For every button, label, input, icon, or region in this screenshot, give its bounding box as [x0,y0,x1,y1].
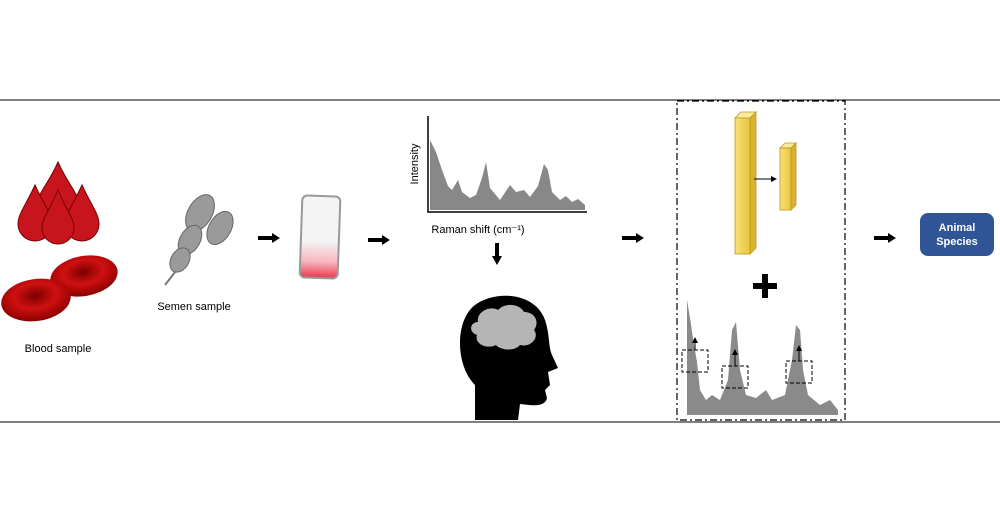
spectrum-axes [427,116,587,213]
red-cells [1,255,118,322]
attention-spectrum [687,300,838,415]
y-axis-label: Intensity [409,143,421,184]
blood-label: Blood sample [25,343,92,355]
cnn-layers [734,111,797,255]
model-box [676,100,846,421]
highlight-arrows [692,337,802,366]
arrows [258,233,896,265]
test-tube [298,194,342,280]
x-axis-label: Raman shift (cm⁻¹) [431,224,524,236]
head [460,295,558,420]
output-line: Species [936,236,978,248]
blood-drops [17,160,100,245]
output-line: Animal [939,222,976,234]
semen-label: Semen sample [157,301,230,313]
sperm [164,194,234,286]
plus [753,274,777,298]
output-box [920,213,994,256]
spectrum [430,140,585,210]
